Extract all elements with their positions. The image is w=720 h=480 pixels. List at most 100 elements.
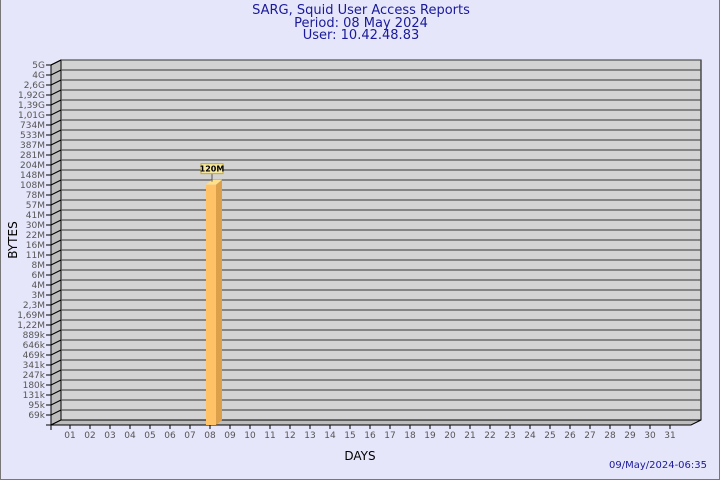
y-tick-label: 247k — [23, 371, 46, 381]
x-tick-label: 22 — [484, 431, 495, 441]
y-tick-label: 57M — [26, 201, 45, 211]
y-tick-label: 341k — [23, 361, 46, 371]
x-tick-label: 03 — [104, 431, 115, 441]
chart-title: SARG, Squid User Access Reports — [252, 3, 470, 18]
bar — [206, 184, 216, 425]
gridline-side — [50, 299, 62, 306]
gridline-side — [50, 239, 62, 246]
x-tick-label: 02 — [84, 431, 95, 441]
x-tick-label: 28 — [604, 431, 616, 441]
gridline-side — [50, 369, 62, 376]
x-tick-label: 31 — [664, 431, 675, 441]
timestamp: 09/May/2024-06:35 — [608, 460, 707, 471]
x-axis-label: DAYS — [344, 449, 375, 463]
y-tick-label: 16M — [26, 241, 45, 251]
y-tick-label: 22M — [26, 231, 45, 241]
data-label-box — [200, 163, 224, 175]
gridline-side — [50, 359, 62, 366]
gridline-side — [50, 249, 62, 256]
x-tick-label: 07 — [184, 431, 195, 441]
y-tick-label: 30M — [26, 221, 45, 231]
gridline-side — [50, 69, 62, 76]
x-tick-label: 10 — [244, 431, 256, 441]
gridline-side — [50, 139, 62, 146]
chart-user: User: 10.42.48.83 — [302, 28, 420, 43]
gridline-side — [50, 159, 62, 166]
gridline-side — [50, 339, 62, 346]
gridline-side — [50, 279, 62, 286]
x-tick-label: 09 — [224, 431, 236, 441]
x-tick-label: 14 — [324, 431, 336, 441]
x-tick-label: 01 — [64, 431, 75, 441]
x-tick-label: 08 — [204, 431, 216, 441]
y-tick-label: 1,92G — [18, 91, 45, 101]
y-tick-label: 2,6G — [24, 81, 45, 91]
y-tick-label: 734M — [20, 121, 45, 131]
gridline-side — [50, 269, 62, 276]
y-tick-label: 69k — [28, 411, 45, 421]
x-tick-label: 26 — [564, 431, 576, 441]
gridline-side — [50, 129, 62, 136]
x-tick-label: 06 — [164, 431, 176, 441]
gridline-side — [50, 229, 62, 236]
y-tick-label: 2,3M — [23, 301, 45, 311]
x-tick-label: 12 — [284, 431, 295, 441]
y-tick-label: 4G — [32, 71, 45, 81]
y-tick-label: 41M — [26, 211, 45, 221]
x-tick-label: 19 — [424, 431, 436, 441]
x-tick-label: 20 — [444, 431, 456, 441]
data-label: 120M — [200, 165, 225, 174]
y-tick-label: 533M — [20, 131, 45, 141]
gridline-side — [50, 219, 62, 226]
y-tick-label: 78M — [26, 191, 45, 201]
x-tick-label: 29 — [624, 431, 636, 441]
x-tick-label: 25 — [544, 431, 555, 441]
x-tick-label: 05 — [144, 431, 155, 441]
gridline-side — [50, 389, 62, 396]
y-tick-label: 8M — [32, 261, 46, 271]
x-tick-label: 16 — [364, 431, 376, 441]
y-axis-label: BYTES — [6, 221, 20, 258]
y-tick-label: 281M — [20, 151, 45, 161]
y-tick-label: 6M — [32, 271, 46, 281]
y-tick-label: 1,39G — [18, 101, 45, 111]
y-tick-label: 108M — [20, 181, 45, 191]
gridline-side — [50, 319, 62, 326]
y-tick-label: 889k — [23, 331, 46, 341]
gridline-side — [50, 379, 62, 386]
x-tick-label: 30 — [644, 431, 656, 441]
gridline-side — [50, 329, 62, 336]
y-tick-label: 4M — [32, 281, 46, 291]
gridline-side — [50, 109, 62, 116]
x-tick-label: 13 — [304, 431, 315, 441]
gridline-side — [50, 259, 62, 266]
gridline-side — [50, 399, 62, 406]
x-tick-label: 21 — [464, 431, 475, 441]
gridline-side — [50, 179, 62, 186]
plot-floor — [50, 419, 702, 426]
gridline-side — [50, 149, 62, 156]
gridline-side — [50, 199, 62, 206]
gridline-side — [50, 189, 62, 196]
chart-period: Period: 08 May 2024 — [294, 16, 428, 31]
bar-top — [206, 179, 222, 185]
x-tick-label: 27 — [584, 431, 595, 441]
gridline-side — [50, 99, 62, 106]
gridline-side — [50, 409, 62, 416]
bar-side — [216, 179, 222, 425]
gridline-side — [50, 289, 62, 296]
x-tick-label: 24 — [524, 431, 536, 441]
gridline-side — [50, 59, 62, 66]
y-tick-label: 204M — [20, 161, 45, 171]
y-tick-label: 3M — [32, 291, 46, 301]
y-tick-label: 469k — [23, 351, 46, 361]
x-tick-label: 18 — [404, 431, 416, 441]
x-tick-label: 23 — [504, 431, 515, 441]
y-tick-label: 646k — [23, 341, 46, 351]
y-tick-label: 1,69M — [17, 311, 45, 321]
y-tick-label: 95k — [28, 401, 45, 411]
y-tick-label: 180k — [23, 381, 46, 391]
y-tick-label: 11M — [26, 251, 45, 261]
